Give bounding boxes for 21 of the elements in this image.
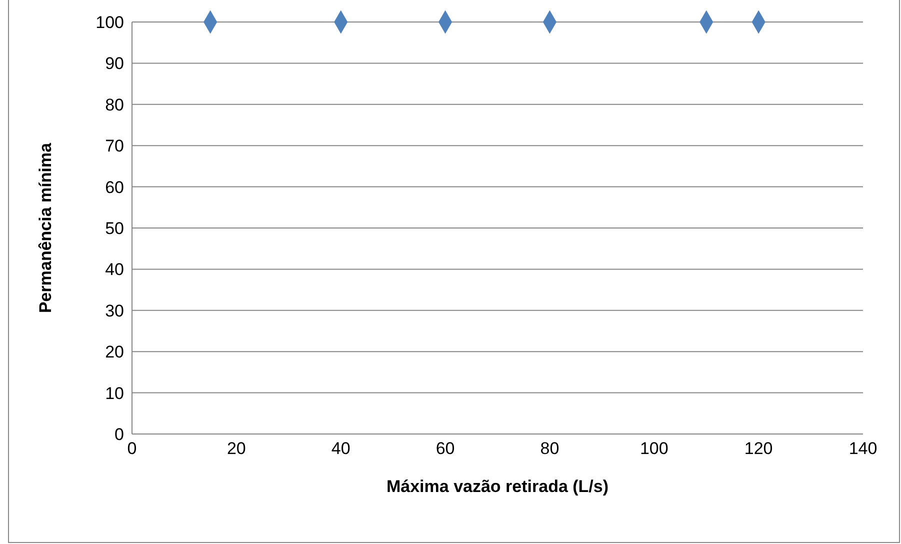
x-tick-label: 60 xyxy=(436,439,455,458)
y-tick-label: 40 xyxy=(105,260,124,280)
y-tick-label: 70 xyxy=(105,136,124,156)
y-tick-label: 30 xyxy=(105,301,124,320)
x-tick-label: 20 xyxy=(226,439,246,458)
y-tick-label: 90 xyxy=(105,54,124,74)
x-axis-title: Máxima vazão retirada (L/s) xyxy=(386,477,609,496)
y-axis-title: Permanência mínima xyxy=(36,142,56,314)
y-tick-label: 50 xyxy=(105,219,124,238)
y-tick-label: 100 xyxy=(96,13,124,32)
x-tick-label: 0 xyxy=(127,439,137,458)
y-tick-label: 20 xyxy=(105,342,124,362)
x-tick-label: 80 xyxy=(540,439,560,458)
y-tick-label: 80 xyxy=(105,95,124,114)
x-tick-label: 140 xyxy=(848,439,878,458)
x-tick-label: 40 xyxy=(331,439,350,458)
y-tick-label: 60 xyxy=(105,178,124,197)
y-tick-label: 10 xyxy=(105,384,124,403)
x-tick-label: 120 xyxy=(744,439,773,458)
x-tick-label: 100 xyxy=(640,439,668,458)
y-tick-label: 0 xyxy=(114,425,124,444)
